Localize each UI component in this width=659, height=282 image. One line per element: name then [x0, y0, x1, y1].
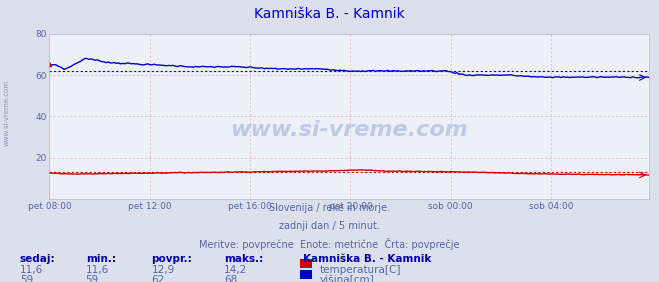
Text: Kamniška B. - Kamnik: Kamniška B. - Kamnik — [303, 254, 432, 264]
Text: 68: 68 — [224, 275, 237, 282]
Text: 14,2: 14,2 — [224, 265, 247, 274]
Text: sedaj:: sedaj: — [20, 254, 55, 264]
Text: maks.:: maks.: — [224, 254, 264, 264]
Text: Meritve: povprečne  Enote: metrične  Črta: povprečje: Meritve: povprečne Enote: metrične Črta:… — [199, 238, 460, 250]
Text: 11,6: 11,6 — [20, 265, 43, 274]
Text: www.si-vreme.com: www.si-vreme.com — [231, 120, 468, 140]
Text: višina[cm]: višina[cm] — [320, 275, 374, 282]
Text: zadnji dan / 5 minut.: zadnji dan / 5 minut. — [279, 221, 380, 231]
Text: 12,9: 12,9 — [152, 265, 175, 274]
Text: 59: 59 — [20, 275, 33, 282]
Text: 59: 59 — [86, 275, 99, 282]
Text: povpr.:: povpr.: — [152, 254, 192, 264]
Text: Slovenija / reke in morje.: Slovenija / reke in morje. — [269, 203, 390, 213]
Text: 62: 62 — [152, 275, 165, 282]
Text: temperatura[C]: temperatura[C] — [320, 265, 401, 274]
Text: min.:: min.: — [86, 254, 116, 264]
Text: Kamniška B. - Kamnik: Kamniška B. - Kamnik — [254, 7, 405, 21]
Text: www.si-vreme.com: www.si-vreme.com — [3, 80, 10, 146]
Text: 11,6: 11,6 — [86, 265, 109, 274]
